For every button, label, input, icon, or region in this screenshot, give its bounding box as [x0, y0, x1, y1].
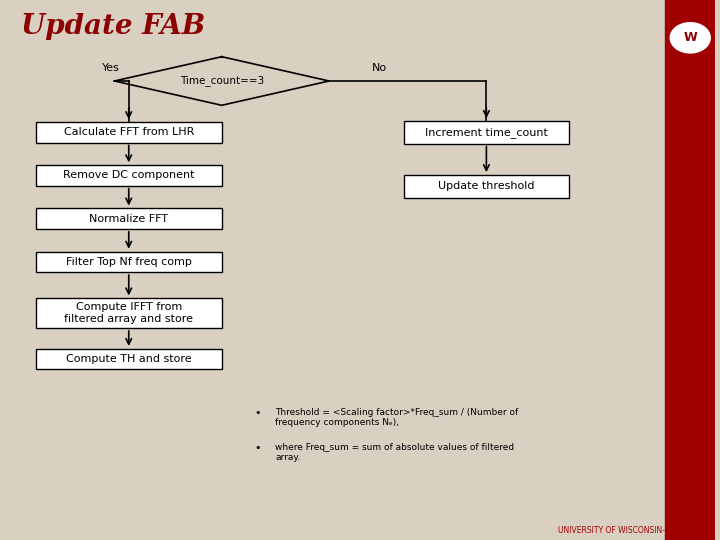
FancyBboxPatch shape	[404, 121, 569, 144]
FancyBboxPatch shape	[404, 175, 569, 198]
Text: UNIVERSITY OF WISCONSIN-MADISON: UNIVERSITY OF WISCONSIN-MADISON	[558, 526, 701, 535]
FancyBboxPatch shape	[36, 298, 222, 328]
Text: Yes: Yes	[102, 63, 120, 73]
FancyBboxPatch shape	[36, 349, 222, 369]
Polygon shape	[114, 57, 329, 105]
Text: Threshold = <Scaling factor>*Freq_sum / (Number of
frequency components Nₑ),: Threshold = <Scaling factor>*Freq_sum / …	[275, 408, 518, 427]
Circle shape	[670, 23, 710, 53]
FancyBboxPatch shape	[36, 208, 222, 229]
Text: Update threshold: Update threshold	[438, 181, 535, 191]
Text: Calculate FFT from LHR: Calculate FFT from LHR	[63, 127, 194, 137]
Text: •: •	[254, 443, 261, 453]
FancyBboxPatch shape	[36, 252, 222, 272]
Text: W: W	[683, 31, 697, 44]
Bar	[665, 0, 715, 540]
Text: Time_count==3: Time_count==3	[179, 76, 264, 86]
Text: Increment time_count: Increment time_count	[425, 127, 548, 138]
Text: Filter Top Nf freq comp: Filter Top Nf freq comp	[66, 257, 192, 267]
FancyBboxPatch shape	[36, 122, 222, 143]
Text: Compute TH and store: Compute TH and store	[66, 354, 192, 364]
Text: Remove DC component: Remove DC component	[63, 171, 194, 180]
Text: •: •	[254, 408, 261, 418]
Text: where Freq_sum = sum of absolute values of filtered
array.: where Freq_sum = sum of absolute values …	[275, 443, 515, 462]
Text: Update FAB: Update FAB	[22, 14, 206, 40]
Text: Normalize FFT: Normalize FFT	[89, 214, 168, 224]
FancyBboxPatch shape	[36, 165, 222, 186]
Text: No: No	[372, 63, 387, 73]
Text: Compute IFFT from
filtered array and store: Compute IFFT from filtered array and sto…	[64, 302, 193, 324]
